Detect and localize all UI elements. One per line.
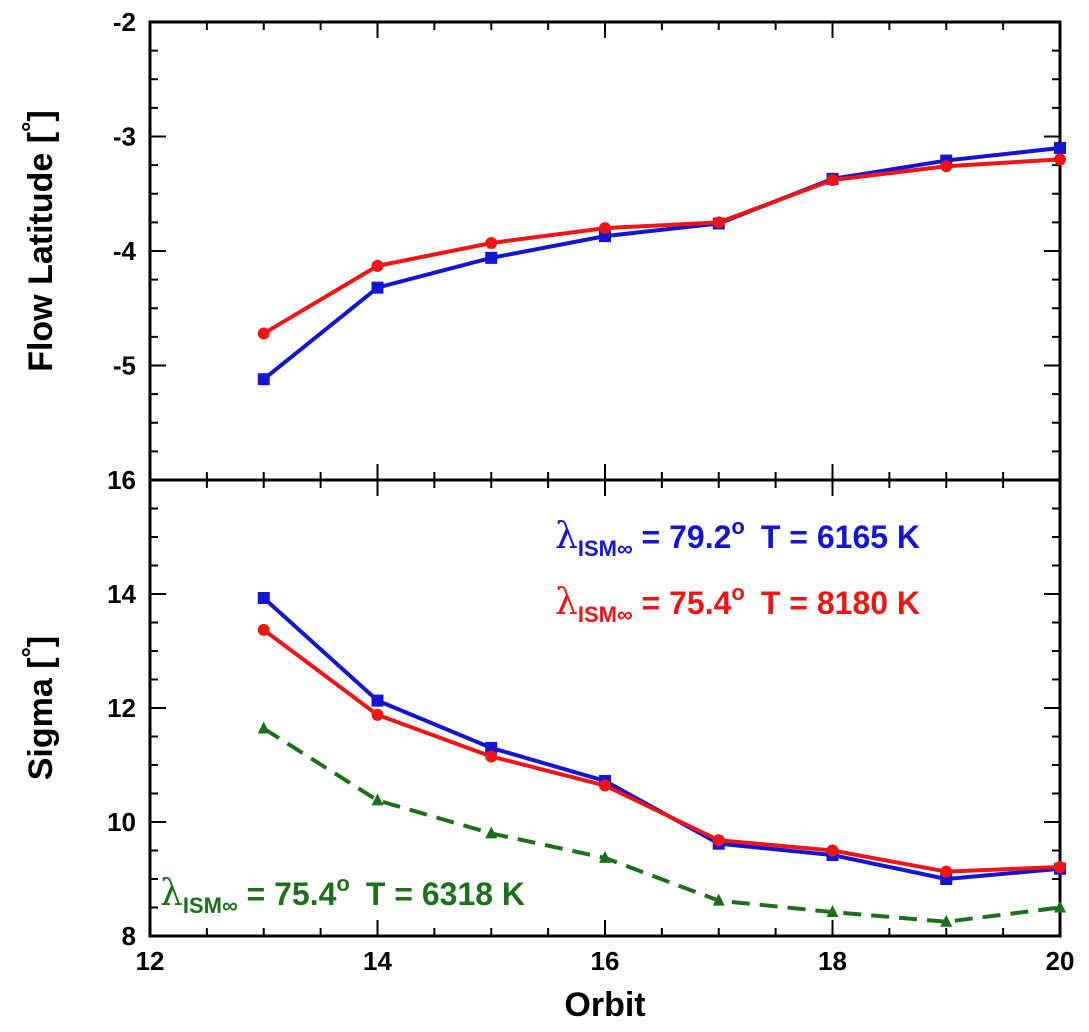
data-point — [485, 251, 498, 264]
y-tick-label: 8 — [122, 921, 136, 951]
data-point — [826, 905, 839, 918]
y-tick-label: 10 — [107, 807, 136, 837]
y-tick-label: -2 — [113, 7, 136, 37]
data-point — [257, 591, 270, 604]
series-layer — [257, 141, 1066, 927]
data-point — [257, 373, 270, 386]
data-point — [712, 216, 725, 229]
axis-ticks — [149, 21, 1061, 937]
data-point — [712, 834, 725, 847]
data-point — [485, 750, 498, 763]
data-point — [1054, 900, 1066, 913]
y-tick-label: -3 — [113, 122, 136, 152]
tick-labels: -2 -3 -4 -5 8 10 12 14 16 12 14 16 18 20 — [107, 7, 1074, 976]
data-point — [599, 222, 611, 235]
series-line-bottom-0 — [262, 596, 1061, 881]
legend-annotation-0: λISM∞ = 79.2o T = 6165 K — [555, 514, 920, 561]
legend-annotation-1: λISM∞ = 75.4o T = 8180 K — [555, 580, 920, 627]
data-point — [940, 160, 953, 173]
annotations: λISM∞ = 79.2o T = 6165 K λISM∞ = 75.4o T = … — [160, 514, 920, 918]
x-tick-label: 16 — [591, 946, 620, 976]
data-point — [257, 721, 270, 734]
data-point — [371, 694, 384, 707]
data-point — [940, 865, 953, 878]
x-tick-label: 12 — [136, 946, 165, 976]
data-point — [599, 850, 611, 863]
data-point — [371, 708, 384, 721]
data-point — [826, 844, 839, 857]
data-point — [371, 793, 384, 806]
data-point — [257, 623, 270, 636]
data-point — [485, 826, 498, 839]
series-line-top-0 — [262, 145, 1061, 381]
y-tick-label: 14 — [107, 579, 136, 609]
series-line-bottom-2 — [262, 726, 1061, 924]
data-point — [712, 893, 725, 906]
data-point — [1054, 153, 1066, 166]
data-point — [485, 741, 498, 754]
x-axis-title: Orbit — [564, 986, 645, 1024]
plot-frame-top — [148, 20, 1062, 482]
axis-titles: Orbit Flow Latitude [°] Sigma [°] — [16, 110, 646, 1024]
data-point — [257, 327, 270, 340]
data-point — [599, 779, 611, 792]
y-tick-label: 16 — [107, 465, 136, 495]
y-axis-title-top: Flow Latitude [°] — [16, 110, 60, 372]
x-tick-label: 20 — [1046, 946, 1075, 976]
y-tick-label: -4 — [113, 236, 137, 266]
series-line-top-1 — [262, 157, 1061, 336]
x-tick-label: 14 — [363, 946, 392, 976]
data-point — [371, 281, 384, 294]
data-point — [826, 174, 839, 187]
data-point — [371, 259, 384, 272]
y-tick-label: -5 — [113, 351, 136, 381]
data-point — [1054, 141, 1066, 154]
x-tick-label: 18 — [818, 946, 847, 976]
data-point — [1054, 861, 1066, 874]
series-line-bottom-1 — [262, 628, 1061, 874]
y-tick-label: 12 — [107, 693, 136, 723]
data-point — [940, 914, 953, 927]
data-point — [485, 236, 498, 249]
legend-annotation-2: λISM∞ = 75.4o T = 6318 K — [160, 871, 525, 918]
y-axis-title-bottom: Sigma [°] — [16, 636, 60, 781]
